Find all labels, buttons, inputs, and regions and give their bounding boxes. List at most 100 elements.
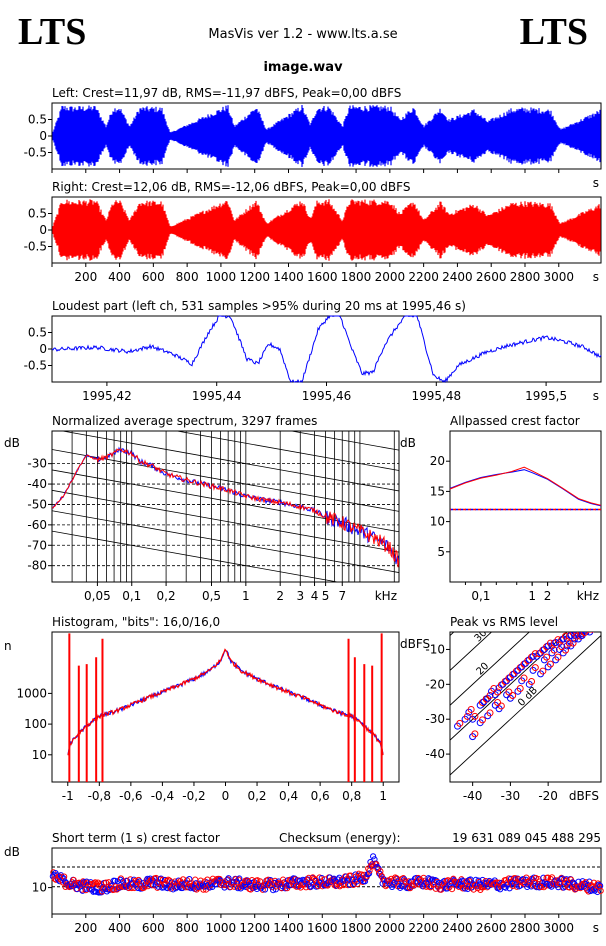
spectrum-ylabel: dB <box>4 436 20 450</box>
right-ytick-0-label: 0.5 <box>28 207 47 221</box>
left-ytick-0-label: 0.5 <box>28 113 47 127</box>
shortterm-xtick-11-label: 2400 <box>442 921 473 935</box>
histogram-xtick-5-label: 0 <box>222 789 230 803</box>
peakrms-point-right <box>520 674 528 682</box>
right-xtick-10-label: 2200 <box>408 270 439 284</box>
spectrum-xtick-3-label: 0,5 <box>202 589 221 603</box>
allpass-ytick-1-label: 15 <box>430 484 445 498</box>
shortterm-point-left <box>240 883 247 890</box>
spectrum-xtick-5-label: 2 <box>276 589 284 603</box>
peakrms-xlabel: dBFS <box>569 789 599 803</box>
right-xtick-1-label: 400 <box>108 270 131 284</box>
shortterm-point-right <box>259 886 266 893</box>
spectrum-slope-line <box>60 431 399 492</box>
spectrum-slope-line <box>52 449 399 512</box>
histogram-ylabel: n <box>4 639 12 653</box>
shortterm-point-right <box>354 880 361 888</box>
shortterm-xtick-13-label: 2800 <box>510 921 541 935</box>
spectrum-ytick-0-label: -30 <box>27 457 47 471</box>
spectrum-ytick-1-label: -40 <box>27 477 47 491</box>
peakrms-point-right <box>471 712 479 720</box>
shortterm-point-right <box>401 877 408 885</box>
peakrms-point-right <box>580 632 588 637</box>
shortterm-points <box>49 853 604 896</box>
peakrms-ytick-0-label: -10 <box>425 642 445 656</box>
shortterm-point-left <box>242 883 250 891</box>
peakrms-point-right <box>486 709 494 717</box>
shortterm-point-right <box>79 878 87 885</box>
left-waveform <box>52 105 601 167</box>
shortterm-point-right <box>509 882 516 889</box>
left-title: Left: Crest=11,97 dB, RMS=-11,97 dBFS, P… <box>52 86 401 100</box>
shortterm-point-left <box>225 875 232 882</box>
histogram-series-right <box>67 648 384 756</box>
peakrms-point-right <box>531 664 539 672</box>
spectrum-frame <box>51 430 400 583</box>
peakrms-point-right <box>577 632 584 635</box>
allpass-xtick-2-label: 2 <box>544 589 552 603</box>
shortterm-ylabel: dB <box>4 845 20 859</box>
right-xtick-4-label: 1000 <box>206 270 237 284</box>
peakrms-point-right <box>546 660 554 668</box>
shortterm-point-left <box>283 882 290 889</box>
right-xtick-0-label: 200 <box>74 270 97 284</box>
loudest-title: Loudest part (left ch, 531 samples >95% … <box>52 299 466 313</box>
shortterm-xtick-2-label: 600 <box>142 921 165 935</box>
checksum-value: 19 631 089 045 488 295 <box>452 831 601 845</box>
peakrms-point-right <box>558 643 566 651</box>
loudest-xtick-4-label: 1995,5 <box>525 389 567 403</box>
spectrum-ytick-4-label: -70 <box>27 538 47 552</box>
shortterm-point-left <box>540 874 547 881</box>
right-ytick-2-label: -0.5 <box>24 240 47 254</box>
peakrms-point-right <box>550 646 558 654</box>
allpass-series-1 <box>449 466 602 506</box>
right-xtick-2-label: 600 <box>142 270 165 284</box>
lts-logo-left: LTS <box>18 11 87 53</box>
shortterm-point-left <box>186 875 193 883</box>
peakrms-diag-line <box>450 635 601 776</box>
shortterm-point-left <box>588 887 596 894</box>
peakrms-point-right <box>528 678 536 686</box>
peakrms-point-right <box>569 639 577 647</box>
left-ytick-2-label: -0.5 <box>24 146 47 160</box>
right-xtick-3-label: 800 <box>176 270 199 284</box>
peakrms-point-right <box>494 698 502 706</box>
loudest-xtick-0-label: 1995,42 <box>82 389 132 403</box>
shortterm-point-left <box>370 853 377 860</box>
right-title: Right: Crest=12,06 dB, RMS=-12,06 dBFS, … <box>52 180 410 194</box>
peakrms-point-right <box>463 712 471 720</box>
peakrms-diag-line <box>450 632 493 671</box>
shortterm-point-right <box>358 871 365 878</box>
peakrms-point-right <box>539 667 547 675</box>
right-xtick-8-label: 1800 <box>341 270 372 284</box>
right-xtick-9-label: 2000 <box>375 270 406 284</box>
peakrms-ytick-2-label: -30 <box>425 712 445 726</box>
shortterm-point-right <box>350 881 357 888</box>
shortterm-xtick-5-label: 1200 <box>239 921 270 935</box>
shortterm-point-right <box>340 882 347 889</box>
histogram-ytick-2-label: 10 <box>32 748 47 762</box>
shortterm-point-left <box>479 876 486 884</box>
peakrms-xtick-1-label: -30 <box>501 789 521 803</box>
loudest-ytick-1-label: 0 <box>39 342 47 356</box>
shortterm-point-right <box>596 883 603 890</box>
peakrms-point-right <box>467 705 475 713</box>
histogram-frame <box>51 631 400 783</box>
shortterm-point-left <box>425 875 432 882</box>
shortterm-xtick-12-label: 2600 <box>476 921 507 935</box>
histogram-xtick-3-label: -0,4 <box>151 789 174 803</box>
shortterm-point-right <box>254 877 261 884</box>
loudest-xunit: s <box>593 389 599 403</box>
shortterm-point-left <box>480 879 488 887</box>
shortterm-point-right <box>132 877 139 884</box>
shortterm-ytick-0-label: 10 <box>32 881 47 895</box>
shortterm-point-left <box>236 875 243 882</box>
peakrms-point-left <box>586 632 594 636</box>
peakrms-point-right <box>554 653 562 661</box>
peakrms-point-right <box>586 632 591 633</box>
shortterm-point-left <box>345 875 352 882</box>
loudest-xtick-3-label: 1995,48 <box>411 389 461 403</box>
right-waveform <box>52 199 601 261</box>
